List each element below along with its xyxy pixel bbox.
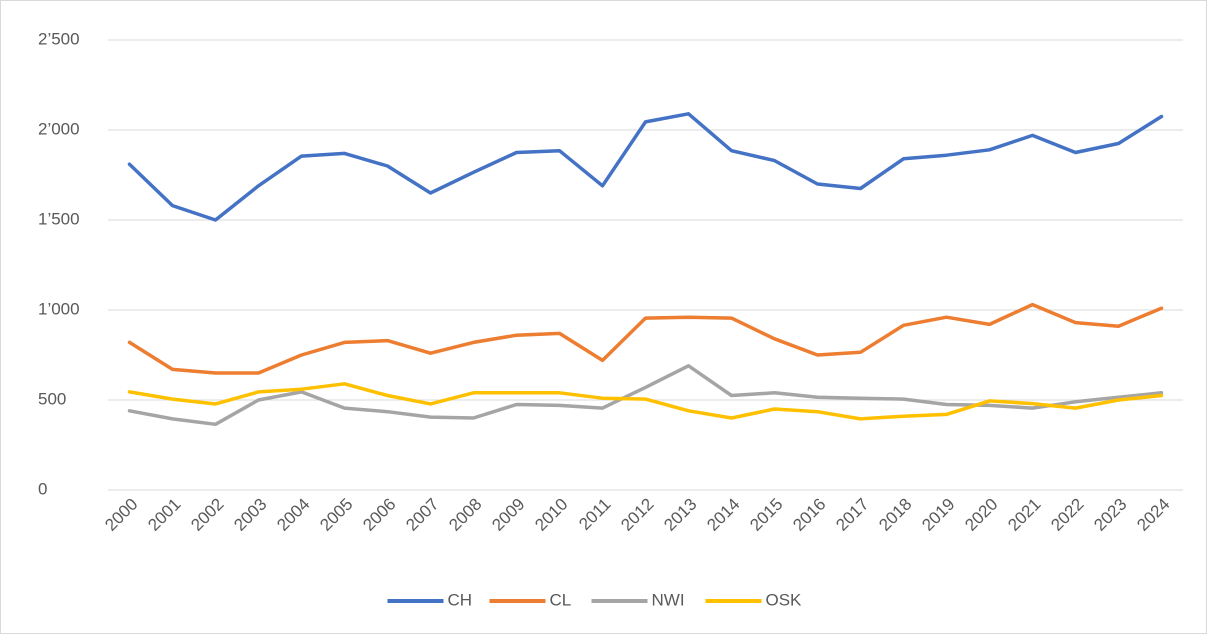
y-tick-label: 0 [38,479,47,498]
legend-label: OSK [766,590,803,609]
series-line [127,382,1164,421]
y-tick-label: 1’000 [38,299,80,318]
legend-label: NWI [652,590,685,609]
series-line [127,364,1164,427]
legend-label: CL [550,590,572,609]
y-tick-label: 2’000 [38,119,80,138]
series-line [127,302,1164,375]
y-tick-label: 500 [38,389,66,408]
series-line [127,112,1164,222]
legend-label: CH [448,590,473,609]
y-tick-label: 1’500 [38,209,80,228]
y-tick-label: 2’500 [38,29,80,48]
